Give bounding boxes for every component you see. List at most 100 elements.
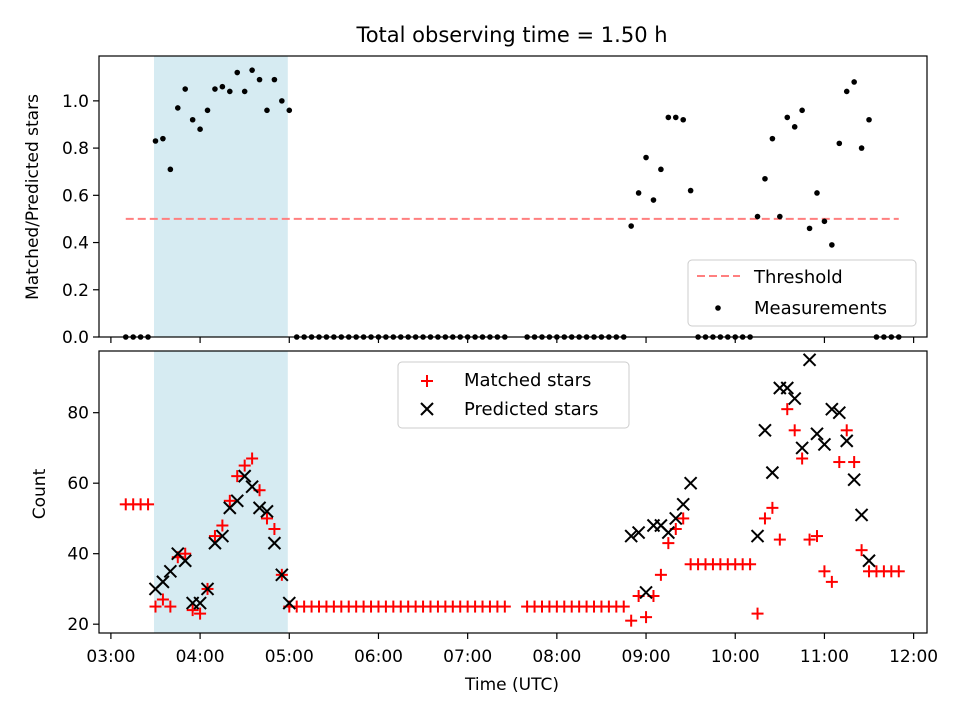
measurement-point	[754, 213, 761, 220]
predicted-star-point	[661, 525, 676, 540]
y-tick-label: 0.4	[62, 234, 89, 254]
predicted-star-point	[639, 585, 653, 600]
matched-star-point	[164, 600, 177, 613]
matched-star-point	[268, 523, 281, 536]
predicted-star-point	[252, 501, 267, 515]
chart-title: Total observing time = 1.50 h	[355, 23, 667, 47]
measurement-point	[182, 86, 189, 92]
matched-star-point	[625, 614, 638, 627]
matched-star-point	[216, 519, 229, 532]
measurement-point	[836, 140, 843, 147]
measurement-point	[806, 225, 813, 232]
legend-matched-label: Matched stars	[464, 370, 591, 391]
observing-window-span	[154, 351, 288, 633]
predicted-star-point	[854, 508, 869, 522]
matched-star-point	[640, 611, 653, 624]
matched-star-point	[149, 600, 162, 613]
predicted-star-point	[676, 497, 690, 512]
predicted-star-point	[750, 529, 765, 543]
matched-star-point	[142, 498, 155, 511]
predicted-star-point	[802, 353, 817, 367]
measurement-point	[286, 107, 293, 114]
measurement-point	[843, 88, 850, 95]
measurement-point	[271, 76, 278, 83]
matched-star-point	[246, 452, 259, 465]
axes-frame	[98, 55, 928, 338]
x-tick-label: 07:00	[443, 647, 492, 667]
x-tick-label: 06:00	[354, 647, 403, 667]
y-tick-label: 0.2	[62, 281, 89, 301]
top-plot-area: 0.0 0.2 0.4 0.6 0.8 1.0	[62, 55, 928, 348]
bottom-plot-area: 20 40 60 80 03:00 04:00 05:00 06:00 07:00 08:00 09…	[67, 350, 938, 667]
measurement-point	[628, 223, 634, 229]
matched-star-point	[781, 403, 794, 416]
measurement-point	[212, 86, 218, 92]
bottom-legend-frame	[397, 361, 630, 429]
matched-star-point	[803, 533, 816, 546]
top-y-axis-label: Matched/Predicted stars	[23, 94, 43, 300]
measurement-point	[256, 76, 263, 83]
matched-star-point	[751, 607, 764, 620]
legend-predicted-label: Predicted stars	[464, 399, 598, 420]
matched-star-point	[788, 424, 801, 437]
predicted-star-point	[862, 554, 876, 568]
legend-measurements-swatch	[715, 305, 721, 311]
predicted-star-point	[163, 564, 178, 579]
y-tick-label: 40	[67, 545, 89, 565]
matched-star-point	[818, 565, 831, 578]
measurement-point	[264, 107, 270, 114]
matched-star-point	[766, 501, 779, 514]
matched-star-point	[848, 456, 861, 469]
predicted-star-point	[631, 525, 646, 540]
measurement-point	[219, 83, 226, 90]
predicted-star-point	[267, 536, 282, 550]
measurement-point	[829, 242, 835, 248]
matched-star-point	[840, 424, 853, 437]
measurement-point	[665, 114, 672, 121]
matched-star-point	[796, 452, 809, 465]
measurement-point	[858, 145, 865, 151]
measurement-point	[174, 105, 181, 111]
x-tick-label: 05:00	[265, 647, 314, 667]
predicted-star-point	[193, 596, 207, 610]
predicted-star-point	[156, 575, 170, 589]
matched-star-point	[156, 593, 169, 606]
matched-star-point	[810, 530, 823, 543]
top-legend: Threshold Measurements	[687, 259, 917, 327]
predicted-star-point	[215, 529, 230, 543]
predicted-star-point	[810, 427, 824, 441]
x-axis-label: Time (UTC)	[464, 675, 559, 695]
measurement-point	[799, 107, 805, 114]
predicted-star-point	[245, 480, 259, 494]
measurement-point	[160, 135, 166, 142]
x-tick-label: 11:00	[800, 647, 849, 667]
y-tick-label: 0.6	[62, 186, 89, 206]
x-tick-label: 08:00	[532, 647, 581, 667]
measurement-point	[279, 98, 285, 104]
y-tick-label: 80	[67, 404, 89, 424]
matched-star-point	[892, 565, 905, 578]
y-tick-label: 0.8	[62, 139, 89, 159]
predicted-star-point	[683, 476, 698, 490]
count-panel: Count Time (UTC) 20 40 60 80 03:00 04:00 05:00…	[30, 350, 938, 695]
measurement-point	[814, 190, 820, 196]
y-tick-label: 20	[67, 615, 89, 635]
legend-measurements-label: Measurements	[754, 298, 887, 319]
measurement-point	[769, 135, 776, 142]
y-tick-label: 0.0	[62, 328, 89, 348]
measurement-point	[866, 116, 872, 123]
measurement-point	[791, 124, 798, 130]
measurement-point	[204, 107, 211, 114]
matched-star-point	[833, 456, 846, 469]
matched-star-point	[208, 530, 221, 543]
measurement-point	[851, 79, 857, 85]
predicted-star-point	[178, 554, 192, 568]
predicted-star-point	[260, 504, 274, 519]
matched-star-point	[186, 604, 199, 617]
predicted-star-point	[817, 437, 832, 452]
legend-matched-swatch	[421, 375, 433, 387]
matched-star-point	[194, 607, 207, 620]
measurement-point	[234, 69, 241, 76]
measurement-point	[643, 154, 649, 161]
